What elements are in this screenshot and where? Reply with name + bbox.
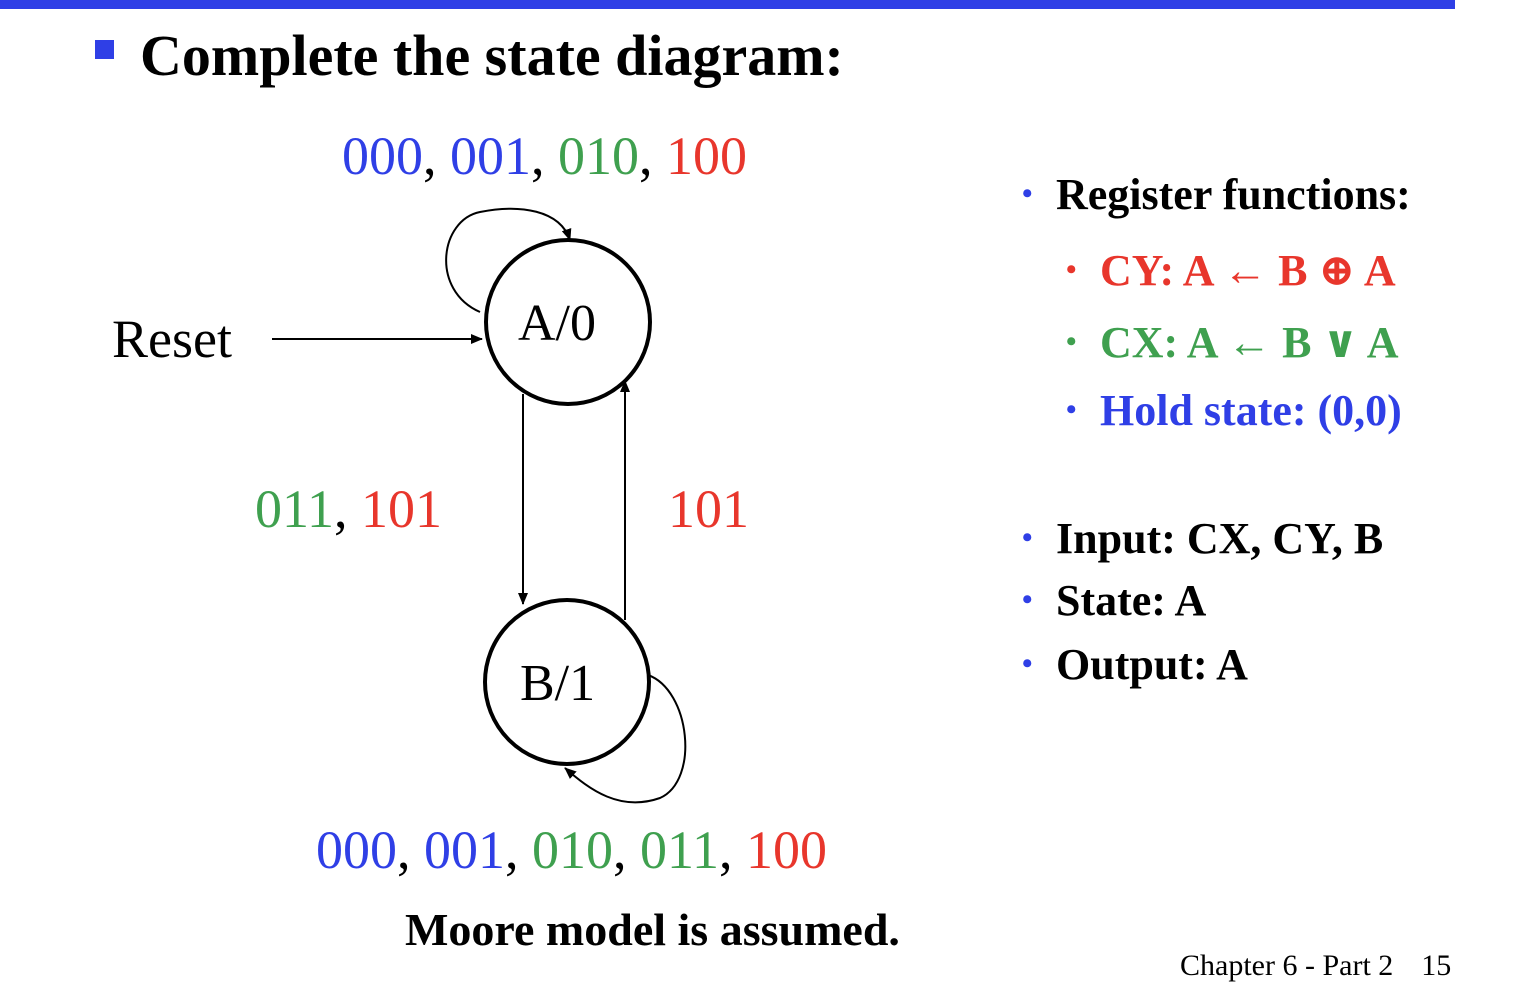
fact-item: • State: A xyxy=(1022,572,1206,629)
slide-title: Complete the state diagram: xyxy=(140,23,844,88)
slide-footer: Chapter 6 - Part 2 15 xyxy=(1180,946,1451,986)
moore-note: Moore model is assumed. xyxy=(405,904,900,955)
bullet-icon: • xyxy=(1066,393,1077,426)
bullet-icon: • xyxy=(1066,253,1077,286)
bullet-icon: • xyxy=(1022,177,1033,210)
a-self-transition-label: 000, 001, 010, 100 xyxy=(342,124,747,188)
fact-text: State: A xyxy=(1056,576,1207,625)
label-part: , xyxy=(334,479,361,539)
label-part: 010 xyxy=(558,126,639,186)
fact-item: • Input: CX, CY, B xyxy=(1022,510,1383,567)
page-number: 15 xyxy=(1421,949,1452,982)
state-b-label: B/1 xyxy=(520,655,596,712)
label-part: , xyxy=(423,126,450,186)
label-part: , xyxy=(613,820,640,880)
register-function-text: CY: A ← B ⊕ A xyxy=(1100,246,1396,295)
fact-text: Input: CX, CY, B xyxy=(1056,514,1384,563)
label-part: 101 xyxy=(668,479,749,539)
register-function-text: Hold state: (0,0) xyxy=(1100,386,1402,435)
b-to-a-transition-label: 101 xyxy=(668,477,749,541)
state-a-label: A/0 xyxy=(518,295,596,352)
label-part: , xyxy=(531,126,558,186)
bullet-icon: • xyxy=(1022,521,1033,554)
label-part: , xyxy=(719,820,746,880)
label-part: 001 xyxy=(450,126,531,186)
register-function-item: • CX: A ← B ∨ A xyxy=(1066,314,1399,371)
label-part: 100 xyxy=(746,820,827,880)
fact-text: Output: A xyxy=(1056,640,1248,689)
label-part: 010 xyxy=(532,820,613,880)
state-b-circle xyxy=(483,598,651,766)
b-self-loop-arrow xyxy=(564,674,687,804)
label-part: 100 xyxy=(666,126,747,186)
label-part: 011 xyxy=(640,820,719,880)
label-part: 000 xyxy=(316,820,397,880)
bullet-icon: • xyxy=(1022,583,1033,616)
label-part: , xyxy=(505,820,532,880)
heading-text: Register functions: xyxy=(1056,170,1411,219)
register-function-text: CX: A ← B ∨ A xyxy=(1100,318,1399,367)
label-part: , xyxy=(397,820,424,880)
a-to-b-transition-label: 011, 101 xyxy=(255,477,442,541)
footer-chapter: Chapter 6 - Part 2 xyxy=(1180,949,1394,982)
a-self-loop-arrow xyxy=(445,207,572,313)
reset-label: Reset xyxy=(112,309,232,369)
register-functions-heading: • Register functions: xyxy=(1022,166,1411,223)
register-function-item: • CY: A ← B ⊕ A xyxy=(1066,242,1396,299)
label-part: , xyxy=(639,126,666,186)
label-part: 101 xyxy=(361,479,442,539)
top-rule xyxy=(0,0,1455,9)
fact-item: • Output: A xyxy=(1022,636,1248,693)
label-part: 011 xyxy=(255,479,334,539)
title-bullet-icon xyxy=(95,40,114,59)
b-self-transition-label: 000, 001, 010, 011, 100 xyxy=(316,818,827,882)
bullet-icon: • xyxy=(1022,647,1033,680)
label-part: 000 xyxy=(342,126,423,186)
bullet-icon: • xyxy=(1066,325,1077,358)
register-function-item: • Hold state: (0,0) xyxy=(1066,382,1402,439)
label-part: 001 xyxy=(424,820,505,880)
